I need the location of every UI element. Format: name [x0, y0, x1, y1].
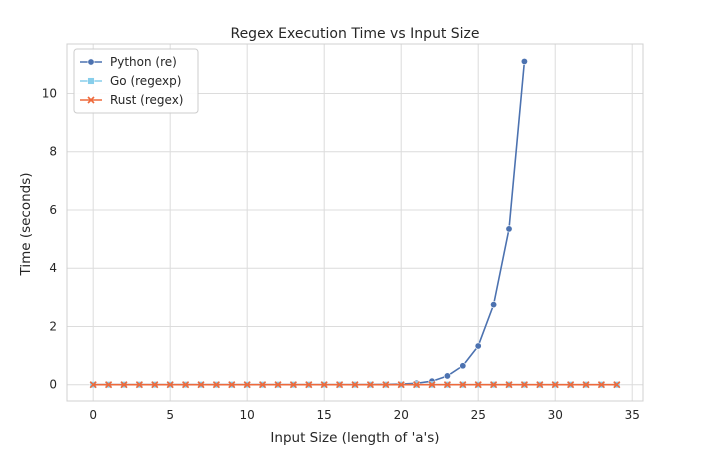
plot-area-frame	[66, 43, 644, 402]
data-point	[505, 381, 513, 389]
legend-label: Python (re)	[110, 55, 177, 69]
x-tick-label: 20	[394, 408, 409, 422]
data-point	[582, 381, 590, 389]
data-point	[459, 381, 467, 389]
data-point	[351, 381, 359, 389]
data-point	[551, 381, 559, 389]
data-point	[505, 225, 513, 233]
data-point	[536, 381, 544, 389]
chart-title: Regex Execution Time vs Input Size	[230, 26, 479, 42]
legend-item: Rust (regex)	[80, 93, 183, 107]
data-point	[274, 381, 282, 389]
data-point	[336, 381, 344, 389]
y-tick-label: 2	[49, 319, 57, 333]
legend-item: Python (re)	[80, 55, 177, 69]
x-tick-label: 10	[240, 408, 255, 422]
data-point	[151, 381, 159, 389]
y-axis-label: Time (seconds)	[18, 172, 34, 276]
data-point	[397, 381, 405, 389]
series-group	[89, 57, 621, 389]
data-point	[613, 381, 621, 389]
data-point	[120, 381, 128, 389]
data-point	[166, 381, 174, 389]
data-point	[443, 381, 451, 389]
y-tick-label: 8	[49, 145, 57, 159]
x-axis-label: Input Size (length of 'a's)	[270, 430, 439, 446]
data-point	[305, 381, 313, 389]
x-tick-label: 5	[166, 408, 174, 422]
x-tick-label: 35	[625, 408, 640, 422]
data-point	[320, 381, 328, 389]
data-point	[259, 381, 267, 389]
legend-label: Rust (regex)	[110, 93, 183, 107]
data-point	[382, 381, 390, 389]
legend-swatch-marker	[87, 77, 95, 85]
y-tick-label: 6	[49, 203, 57, 217]
y-tick-label: 10	[42, 87, 57, 101]
legend-swatch-marker	[87, 58, 95, 66]
legend-box	[73, 48, 199, 114]
data-point	[490, 381, 498, 389]
data-point	[289, 381, 297, 389]
data-point	[243, 381, 251, 389]
data-point	[89, 381, 97, 389]
data-point	[228, 381, 236, 389]
x-axis-ticks: 0 5 10 15 20 25 30 35	[89, 408, 639, 422]
data-point	[443, 372, 451, 380]
data-point	[428, 381, 436, 389]
x-tick-label: 25	[471, 408, 486, 422]
data-point	[520, 57, 528, 65]
data-point	[105, 381, 113, 389]
data-point	[597, 381, 605, 389]
data-point	[520, 381, 528, 389]
legend-label: Go (regexp)	[110, 74, 181, 88]
data-point	[474, 342, 482, 350]
legend: Python (re) Go (regexp) Rust (regex)	[73, 48, 199, 114]
data-point	[474, 381, 482, 389]
legend-item: Go (regexp)	[80, 74, 181, 88]
x-tick-label: 0	[89, 408, 97, 422]
data-point	[212, 381, 220, 389]
y-tick-label: 0	[49, 378, 57, 392]
data-point	[135, 381, 143, 389]
data-point	[413, 381, 421, 389]
data-point	[459, 362, 467, 370]
data-point	[197, 381, 205, 389]
data-point	[567, 381, 575, 389]
data-point	[366, 381, 374, 389]
x-tick-label: 15	[317, 408, 332, 422]
y-axis-ticks: 0 2 4 6 8 10	[42, 87, 57, 392]
series-2	[89, 381, 621, 389]
y-tick-label: 4	[49, 261, 57, 275]
legend-swatch-marker	[87, 96, 95, 104]
data-point	[182, 381, 190, 389]
data-point	[490, 301, 498, 309]
x-tick-label: 30	[548, 408, 563, 422]
